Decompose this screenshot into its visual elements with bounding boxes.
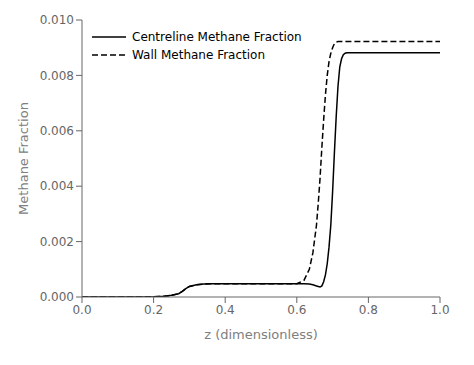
svg-text:0.002: 0.002 xyxy=(40,235,74,249)
svg-text:Methane Fraction: Methane Fraction xyxy=(16,102,31,215)
svg-text:1.0: 1.0 xyxy=(430,303,449,317)
svg-text:0.004: 0.004 xyxy=(40,179,74,193)
svg-text:0.6: 0.6 xyxy=(287,303,306,317)
svg-text:0.010: 0.010 xyxy=(40,13,74,27)
html-text:Centreline Methane Fraction: Centreline Methane Fraction xyxy=(132,30,302,44)
html-text:Wall Methane Fraction: Wall Methane Fraction xyxy=(132,48,265,62)
svg-text:0.4: 0.4 xyxy=(216,303,235,317)
svg-text:0.2: 0.2 xyxy=(144,303,163,317)
svg-text:0.8: 0.8 xyxy=(359,303,378,317)
svg-text:0.000: 0.000 xyxy=(40,290,74,304)
svg-text:z (dimensionless): z (dimensionless) xyxy=(204,327,318,342)
svg-text:0.008: 0.008 xyxy=(40,69,74,83)
svg-text:0.006: 0.006 xyxy=(40,124,74,138)
svg-text:0.0: 0.0 xyxy=(72,303,91,317)
